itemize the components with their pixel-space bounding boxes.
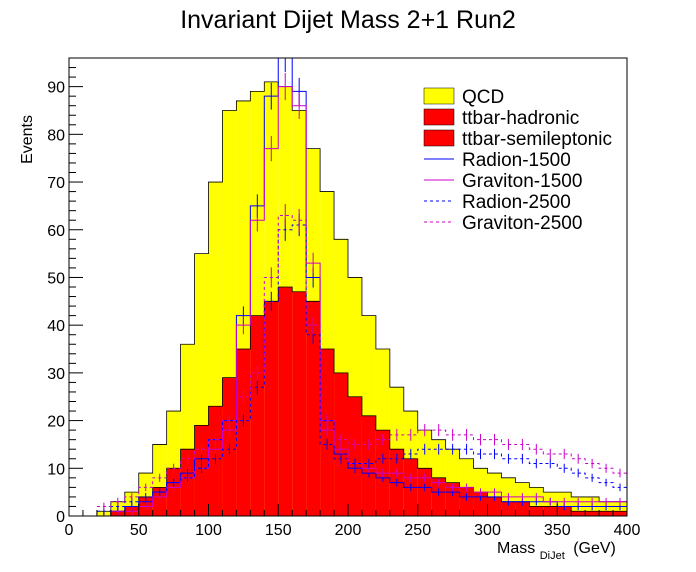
ttbar-bar: [264, 301, 279, 516]
ttbar-bar: [236, 349, 251, 516]
ttbar-bar: [473, 492, 488, 516]
x-tick-label: 100: [195, 522, 222, 539]
graviton-2500-line: [96, 214, 627, 507]
ttbar-bar: [431, 477, 446, 516]
legend-swatch: [423, 129, 455, 147]
x-tick-label: 200: [335, 522, 362, 539]
legend-swatch: [423, 87, 455, 105]
ttbar-bar: [180, 449, 195, 516]
x-axis-title-subscript: DiJet: [540, 550, 565, 562]
y-tick-label: 10: [47, 461, 65, 478]
legend-label: Radion-2500: [462, 192, 571, 213]
x-tick-label: 150: [265, 522, 292, 539]
ttbar-bar: [417, 468, 432, 516]
x-tick-label: 50: [130, 522, 148, 539]
chart-title: Invariant Dijet Mass 2+1 Run2: [180, 6, 516, 34]
x-axis-title: Mass DiJet (GeV): [497, 540, 616, 563]
x-tick-label: 300: [474, 522, 501, 539]
x-axis-title-unit: (GeV): [573, 540, 616, 557]
ttbar-bar: [571, 511, 586, 516]
ttbar-bar: [515, 501, 530, 516]
x-tick-label: 400: [614, 522, 641, 539]
ttbar-bar: [292, 291, 307, 516]
ttbar-bar: [445, 482, 460, 516]
x-tick-label: 250: [404, 522, 431, 539]
ttbar-bar: [152, 487, 167, 516]
ttbar-bar: [348, 396, 362, 516]
y-tick-label: 0: [56, 509, 65, 526]
y-tick-label: 30: [47, 366, 65, 383]
legend-label: Graviton-2500: [462, 213, 582, 234]
y-tick-label: 80: [47, 127, 65, 144]
ttbar-bar: [585, 511, 600, 516]
ttbar-bar: [166, 468, 181, 516]
qcd-outline: [96, 81, 627, 516]
ttbar-bar: [459, 487, 474, 516]
ttbar-bar: [278, 287, 293, 516]
y-tick-label: 50: [47, 270, 65, 287]
legend-label: ttbar-semileptonic: [462, 129, 612, 150]
legend-label: QCD: [462, 87, 504, 108]
radion-2500-line: [96, 224, 627, 512]
y-tick-label: 90: [47, 80, 65, 97]
x-tick-label: 0: [65, 522, 74, 539]
ttbar-bar: [487, 496, 502, 516]
ttbar-bar: [557, 506, 572, 516]
ttbar-bar: [250, 315, 265, 516]
x-axis-title-main: Mass: [497, 540, 535, 557]
y-tick-label: 40: [47, 318, 65, 335]
ttbar-bar: [543, 506, 558, 516]
y-axis-title: Events: [19, 115, 36, 164]
legend-label: ttbar-hadronic: [462, 108, 579, 129]
ttbar-bar: [501, 501, 516, 516]
y-tick-label: 20: [47, 414, 65, 431]
x-tick-label: 350: [544, 522, 571, 539]
legend-label: Graviton-1500: [462, 171, 582, 192]
ttbar-bar: [529, 506, 544, 516]
ttbar-bar: [599, 511, 614, 516]
ttbar-bar: [306, 301, 321, 516]
legend-label: Radion-1500: [462, 150, 571, 171]
y-tick-label: 60: [47, 223, 65, 240]
legend-swatch: [423, 108, 455, 126]
y-tick-label: 70: [47, 175, 65, 192]
ttbar-bar: [613, 511, 627, 516]
